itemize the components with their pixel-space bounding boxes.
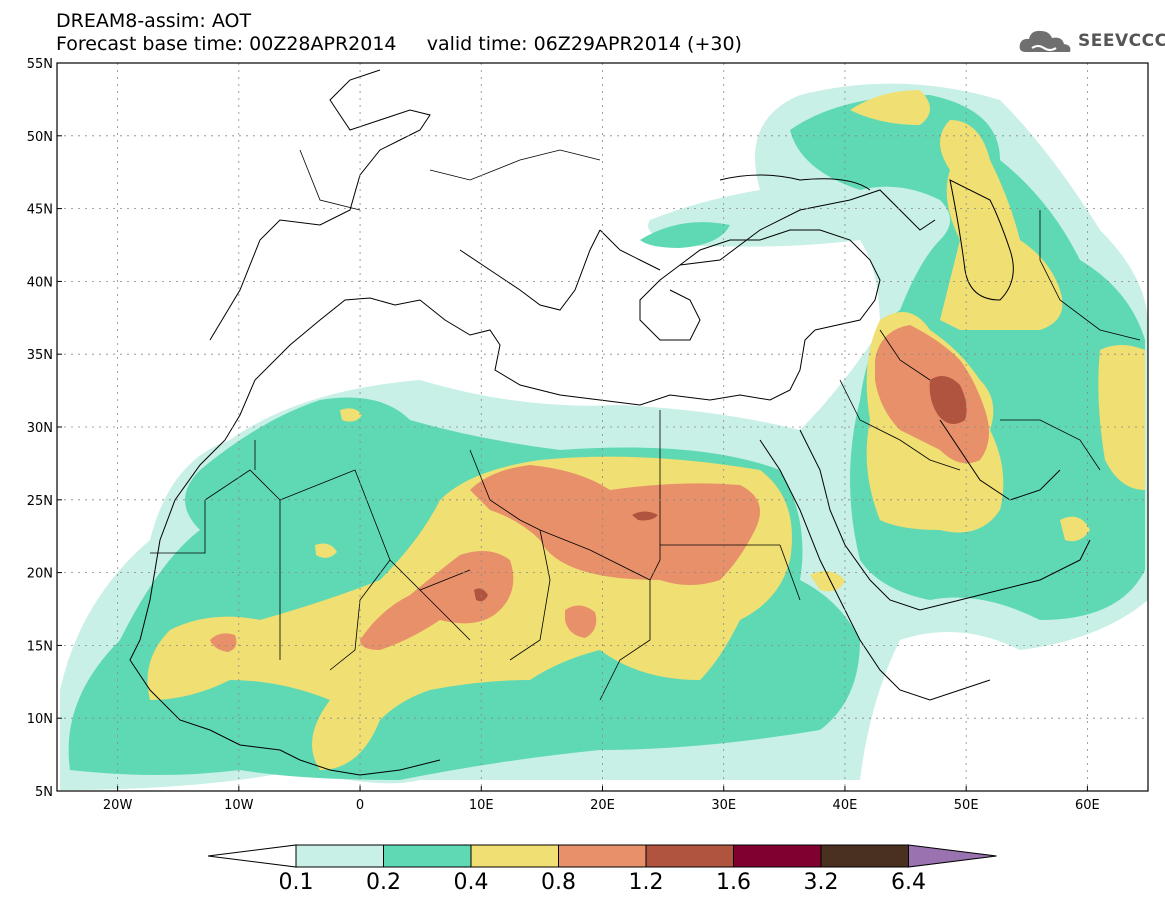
coastlines [129,69,1091,776]
colorbar-label: 0.4 [453,870,489,895]
lat-tick-label: 15N [27,639,53,654]
lat-tick-label: 55N [27,57,53,72]
colorbar [207,844,997,868]
seevccc-logo: SEEVCCC [1018,24,1165,58]
lat-tick-label: 45N [27,203,53,218]
colorbar-label: 6.4 [891,870,926,895]
colorbar-label: 1.6 [716,870,751,895]
cloud-icon [1019,30,1071,52]
lat-tick-labels: 55N 50N 45N 40N 35N 30N 25N 20N 15N 10N 5N [27,57,62,800]
lat-tick-label: 25N [27,494,53,509]
lon-tick-label: 10W [224,798,254,813]
lon-tick-label: 30E [711,798,736,813]
chart-title: DREAM8-assim: AOT [56,10,252,32]
lat-tick-label: 50N [27,130,53,145]
lon-tick-label: 60E [1075,798,1100,813]
colorbar-segment [645,844,734,868]
lon-tick-labels: 20W 10W 0 10E 20E 30E 40E 50E 60E [103,786,1100,813]
chart-subtitle: Forecast base time: 00Z28APR2014 valid t… [56,33,742,55]
country-borders [150,149,1141,701]
colorbar-segment [558,844,647,868]
colorbar-segment [470,844,559,868]
colorbar-segment [733,844,822,868]
lat-tick-label: 20N [27,567,53,582]
colorbar-label: 0.1 [278,870,314,895]
lon-tick-label: 20E [590,798,615,813]
lon-tick-label: 0 [356,798,364,813]
colorbar-label: 1.2 [628,870,664,895]
lon-tick-label: 40E [833,798,858,813]
logo-text: SEEVCCC [1078,31,1165,51]
lat-tick-label: 30N [27,421,53,436]
lon-tick-label: 50E [954,798,979,813]
colorbar-segment [295,844,384,868]
aot-contours [60,83,1149,791]
colorbar-segment [820,844,909,868]
colorbar-over-arrow [908,844,997,868]
lat-tick-label: 5N [35,785,53,800]
colorbar-label: 0.8 [541,870,576,895]
lat-tick-label: 35N [27,348,53,363]
lat-tick-label: 10N [27,712,53,727]
lon-tick-label: 10E [469,798,494,813]
lat-tick-label: 40N [27,275,53,290]
colorbar-label: 0.2 [366,870,401,895]
colorbar-segment [383,844,472,868]
lon-tick-label: 20W [103,798,133,813]
graticule [57,63,1148,791]
colorbar-label: 3.2 [803,870,839,895]
colorbar-under-arrow [207,844,297,868]
